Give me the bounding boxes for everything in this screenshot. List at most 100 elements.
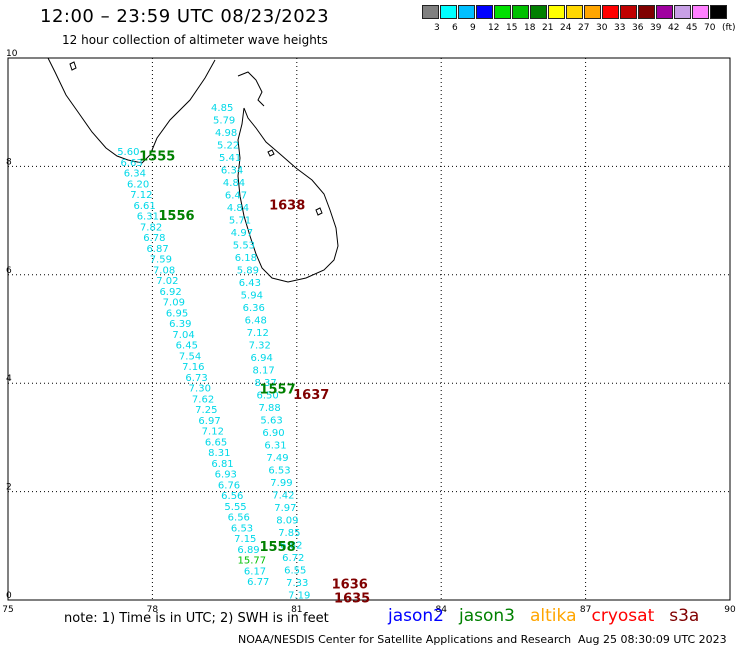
legend-swatch <box>602 5 619 19</box>
legend-swatch <box>674 5 691 19</box>
legend-swatch <box>584 5 601 19</box>
pass-number-label: 1638 <box>269 198 305 213</box>
wave-height-value: 7.04 <box>172 330 194 341</box>
pass-number-label: 1556 <box>158 209 194 224</box>
y-tick-label: 6 <box>6 266 12 276</box>
x-tick-label: 90 <box>724 605 736 615</box>
legend-swatch <box>638 5 655 19</box>
satellite-label: jason3 <box>459 606 515 626</box>
small-island-2 <box>315 207 323 216</box>
legend-swatch <box>620 5 637 19</box>
legend-label: 24 <box>560 23 572 33</box>
wave-height-value: 6.72 <box>282 553 304 564</box>
coastline <box>47 57 339 283</box>
axis-tick-labels: 75 78 81 84 87 90 0 2 4 6 8 10 <box>2 49 736 615</box>
legend-swatches <box>422 5 740 19</box>
legend-label: 18 <box>524 23 536 33</box>
wave-height-value: 7.59 <box>150 255 172 266</box>
map-subtitle: 12 hour collection of altimeter wave hei… <box>62 33 328 47</box>
wave-height-value: 6.93 <box>215 470 237 481</box>
wave-height-value: 6.55 <box>284 566 306 577</box>
small-island-1 <box>267 149 275 157</box>
legend-label: 12 <box>488 23 500 33</box>
legend-swatch <box>530 5 547 19</box>
wave-height-value: 6.61 <box>133 201 155 212</box>
wave-height-value: 6.50 <box>256 390 278 401</box>
footnote: note: 1) Time is in UTC; 2) SWH is in fe… <box>64 611 329 626</box>
pass-number-label: 1635 <box>334 591 370 606</box>
wave-height-value: 15.77 <box>237 556 266 567</box>
wave-height-value: 7.16 <box>182 362 204 373</box>
wave-height-value: 7.82 <box>140 222 162 233</box>
small-island-3 <box>69 61 77 71</box>
y-tick-label: 10 <box>6 49 18 59</box>
x-tick-label: 78 <box>147 605 159 615</box>
y-tick-label: 2 <box>6 483 12 493</box>
wave-height-value: 4.84 <box>223 178 245 189</box>
satellite-label: altika <box>530 606 577 626</box>
y-tick-label: 8 <box>6 157 12 167</box>
wave-height-value: 6.78 <box>143 233 165 244</box>
wave-height-value: 6.73 <box>185 373 207 384</box>
legend-label: 33 <box>614 23 626 33</box>
sri-lanka-coast <box>237 107 339 283</box>
map-title: 12:00 – 23:59 UTC 08/23/2023 <box>40 6 330 27</box>
wave-height-value: 6.87 <box>146 244 168 255</box>
wave-height-value: 7.99 <box>270 478 292 489</box>
wave-height-value: 7.54 <box>179 351 201 362</box>
wave-height-value: 8.37 <box>255 378 277 389</box>
wave-height-value: 7.85 <box>278 528 300 539</box>
wave-height-value: 6.17 <box>244 566 266 577</box>
wave-height-value: 6.94 <box>251 353 273 364</box>
satellite-label: jason2 <box>388 606 444 626</box>
wave-height-value: 5.41 <box>219 153 241 164</box>
wave-height-value: 5.53 <box>233 240 255 251</box>
wave-height-value: 7.32 <box>249 340 271 351</box>
wave-height-value: 6.31 <box>264 440 286 451</box>
wave-height-value: 6.90 <box>262 428 284 439</box>
pass-number-label: 1636 <box>332 578 368 593</box>
wave-height-value: 6.65 <box>205 437 227 448</box>
wave-height-value: 7.12 <box>202 427 224 438</box>
wave-height-value: 6.53 <box>231 523 253 534</box>
wave-height-value: 6.18 <box>235 253 257 264</box>
wave-height-value: 5.79 <box>213 115 235 126</box>
wave-height-value: 7.33 <box>286 578 308 589</box>
wave-height-value: 5.89 <box>237 265 259 276</box>
legend-label: 30 <box>596 23 608 33</box>
wave-height-value: 4.84 <box>227 203 249 214</box>
map-frame <box>7 57 731 601</box>
footer-timestamp: Aug 25 08:30:09 UTC 2023 <box>578 633 727 646</box>
wave-height-value: 8.09 <box>276 516 298 527</box>
legend-label: 3 <box>434 23 440 33</box>
legend-label: 6 <box>452 23 458 33</box>
legend-label: 21 <box>542 23 554 33</box>
wave-height-value: 6.39 <box>169 319 191 330</box>
wave-height-value: 6.81 <box>211 459 233 470</box>
x-tick-label: 84 <box>435 605 447 615</box>
wave-height-value: 6.97 <box>198 416 220 427</box>
x-tick-label: 81 <box>291 605 302 615</box>
wave-height-value: 6.56 <box>221 491 243 502</box>
wave-height-value: 7.49 <box>266 453 288 464</box>
wave-height-value: 7.12 <box>247 328 269 339</box>
legend-swatch <box>422 5 439 19</box>
wave-height-value: 6.20 <box>127 179 149 190</box>
wave-height-value: 7.97 <box>274 503 296 514</box>
wave-height-value: 6.36 <box>243 303 265 314</box>
wave-height-value: 5.94 <box>241 290 263 301</box>
color-scale-legend: 3 6 9 12 15 18 21 24 27 30 33 36 39 42 45 70 (ft) <box>422 5 740 35</box>
wave-height-value: 8.17 <box>253 365 275 376</box>
wave-height-value: 7.25 <box>195 405 217 416</box>
pass-number-label: 1637 <box>293 388 329 403</box>
legend-labels: 3 6 9 12 15 18 21 24 27 30 33 36 39 42 45 70 (ft) <box>422 23 740 35</box>
x-tick-label: 75 <box>2 605 13 615</box>
y-tick-label: 0 <box>6 591 12 601</box>
legend-label: 39 <box>650 23 662 33</box>
wave-height-value: 6.53 <box>268 466 290 477</box>
wave-height-value: 6.95 <box>166 308 188 319</box>
x-tick-label: 87 <box>580 605 591 615</box>
wave-height-value: 6.31 <box>137 212 159 223</box>
